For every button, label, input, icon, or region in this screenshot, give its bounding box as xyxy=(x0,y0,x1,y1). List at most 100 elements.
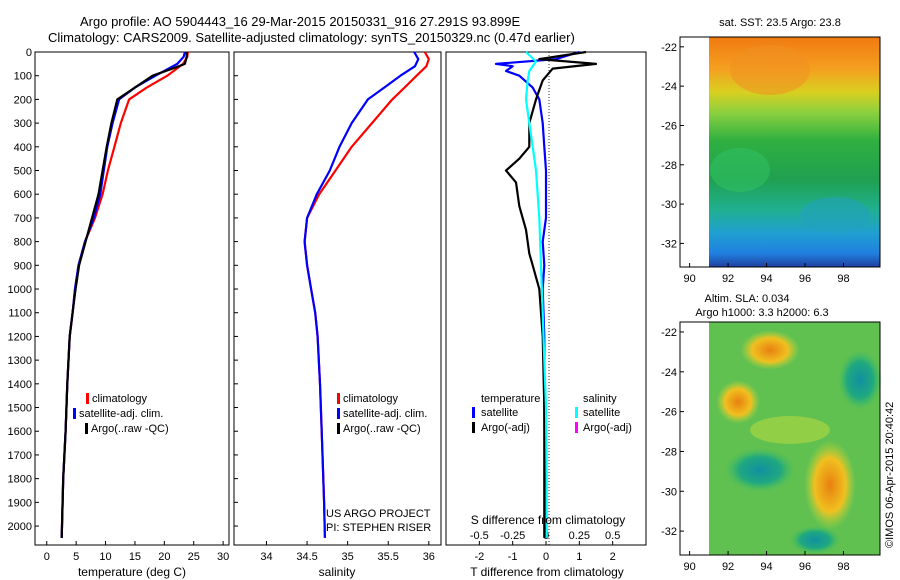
salinity-axes-frame xyxy=(233,51,442,546)
map-y-tick-label: -30 xyxy=(661,486,677,498)
depth-tick-label: 1900 xyxy=(8,497,32,509)
depth-tick-label: 1800 xyxy=(8,474,32,486)
map-x-tick-label: 92 xyxy=(722,273,734,285)
x-tick-label: 0 xyxy=(44,551,50,563)
x-tick-label: 15 xyxy=(129,551,141,563)
sla-map-title-2: Argo h1000: 3.3 h2000: 6.3 xyxy=(695,307,828,319)
imos-timestamp: ©IMOS 06-Apr-2015 20:40:42 xyxy=(884,402,896,548)
depth-tick-label: 800 xyxy=(14,237,32,249)
map-y-tick-label: -32 xyxy=(661,526,677,538)
sla-map-frame xyxy=(679,321,881,556)
sla-high-blob-1 xyxy=(740,330,800,370)
sst-map-panel: sat. SST: 23.5 Argo: 23.8 90 92 94 96 98 -22 -… xyxy=(661,17,881,285)
series-line-argo-raw-qc xyxy=(60,52,188,538)
map-y-tick-label: -24 xyxy=(661,367,677,379)
depth-tick-label: 1400 xyxy=(8,379,32,391)
salinity-diff-tick-label: -0.5 xyxy=(470,530,489,542)
map-x-tick-label: 96 xyxy=(799,561,811,573)
x-tick-label: 25 xyxy=(188,551,200,563)
depth-tick-label: 0 xyxy=(26,47,32,59)
map-x-tick-label: 94 xyxy=(760,561,772,573)
legend-swatch-s-satellite xyxy=(575,407,578,418)
sst-map-ticks: 90 92 94 96 98 -22 -24 -26 -28 -30 -32 xyxy=(661,42,849,285)
depth-tick-label: 100 xyxy=(14,71,32,83)
map-y-tick-label: -26 xyxy=(661,120,677,132)
x-tick-label: 34 xyxy=(260,551,272,563)
sla-map-panel: Altim. SLA: 0.034 Argo h1000: 3.3 h2000:… xyxy=(661,293,882,573)
temperature-axes-frame xyxy=(34,51,230,546)
salinity-diff-tick-label: 0.5 xyxy=(605,530,620,542)
map-x-tick-label: 98 xyxy=(837,273,849,285)
temperature-xlabel: temperature (deg C) xyxy=(78,565,186,579)
map-x-tick-label: 96 xyxy=(799,273,811,285)
temperature-series xyxy=(60,51,189,538)
difference-series xyxy=(494,50,598,538)
x-tick-label: 0 xyxy=(543,551,549,563)
map-y-tick-label: -26 xyxy=(661,407,677,419)
temperature-legend: climatology satellite-adj. clim. Argo(..… xyxy=(73,393,169,435)
series-line-satellite xyxy=(494,50,580,538)
legend-label-satellite: satellite-adj. clim. xyxy=(79,408,163,420)
salinity-depth-ticks xyxy=(234,51,238,527)
project-line: US ARGO PROJECT xyxy=(326,508,431,520)
salinity-x-ticks: 34 34.5 35 35.5 36 xyxy=(260,541,435,563)
legend-label-t-satellite: satellite xyxy=(481,407,518,419)
map-x-tick-label: 90 xyxy=(683,561,695,573)
depth-tick-label: 1100 xyxy=(8,308,32,320)
x-tick-label: 36 xyxy=(423,551,435,563)
sst-warm-blob xyxy=(730,45,810,95)
map-y-tick-label: -32 xyxy=(661,238,677,250)
sla-low-blob-3 xyxy=(790,526,840,554)
legend-label-t-argo: Argo(-adj) xyxy=(481,422,530,434)
salinity-difference-ticks: -0.5 -0.25 0 0.25 0.5 xyxy=(470,530,620,542)
series-line-satellite-adj-clim xyxy=(303,51,420,538)
map-y-tick-label: -24 xyxy=(661,81,677,93)
salinity-panel: 34 34.5 35 35.5 36 salinity climatology sate… xyxy=(233,51,442,579)
legend-swatch-argo xyxy=(85,423,88,434)
legend-label-s-satellite: satellite xyxy=(583,407,620,419)
x-tick-label: 2 xyxy=(610,551,616,563)
series-line-satellite-adj-clim xyxy=(60,51,186,538)
depth-tick-label: 300 xyxy=(14,118,32,130)
temperature-depth-ticks: 0 100 200 300 400 500 600 700 800 900 1000 1100 1200… xyxy=(8,47,39,533)
map-x-tick-label: 94 xyxy=(760,273,772,285)
sla-high-blob-2 xyxy=(716,380,760,424)
legend-label-argo: Argo(..raw -QC) xyxy=(91,423,169,435)
depth-tick-label: 1500 xyxy=(8,403,32,415)
map-y-tick-label: -28 xyxy=(661,446,677,458)
map-y-tick-label: -22 xyxy=(661,42,677,54)
depth-tick-label: 200 xyxy=(14,94,32,106)
sla-low-blob-1 xyxy=(725,448,795,492)
legend-swatch-satellite xyxy=(337,408,340,419)
header-line-2: Climatology: CARS2009. Satellite-adjuste… xyxy=(48,30,575,45)
temperature-panel: 0100200300400500600700800900100011001200… xyxy=(8,47,230,579)
x-tick-label: 10 xyxy=(99,551,111,563)
pi-line: PI: STEPHEN RISER xyxy=(326,522,431,534)
depth-tick-label: 1300 xyxy=(8,355,32,367)
sla-high-blob-4 xyxy=(750,416,830,444)
legend-label-climatology: climatology xyxy=(343,393,399,405)
legend-salinity-heading: salinity xyxy=(583,393,617,405)
header-line-1: Argo profile: AO 5904443_16 29-Mar-2015 … xyxy=(80,14,521,29)
depth-tick-label: 500 xyxy=(14,166,32,178)
map-x-tick-label: 92 xyxy=(722,561,734,573)
salinity-xlabel: salinity xyxy=(319,565,356,579)
legend-swatch-argo xyxy=(337,423,340,434)
x-tick-label: 20 xyxy=(158,551,170,563)
sla-map-ticks: 90 92 94 96 98 -22 -24 -26 -28 -30 -32 xyxy=(661,327,849,573)
salinity-legend: climatology satellite-adj. clim. Argo(..… xyxy=(337,393,427,435)
map-x-tick-label: 98 xyxy=(837,561,849,573)
depth-tick-label: 400 xyxy=(14,142,32,154)
sst-map-title: sat. SST: 23.5 Argo: 23.8 xyxy=(719,17,841,29)
legend-swatch-satellite xyxy=(73,408,76,419)
series-line-climatology xyxy=(60,51,189,538)
legend-swatch-s-argo xyxy=(575,422,578,433)
series-line-argo-adj xyxy=(504,50,598,538)
depth-tick-label: 900 xyxy=(14,260,32,272)
sst-cool-patch xyxy=(710,148,770,192)
x-tick-label: -2 xyxy=(474,551,484,563)
map-y-tick-label: -30 xyxy=(661,199,677,211)
series-line-satellite xyxy=(524,51,548,538)
depth-tick-label: 700 xyxy=(14,213,32,225)
